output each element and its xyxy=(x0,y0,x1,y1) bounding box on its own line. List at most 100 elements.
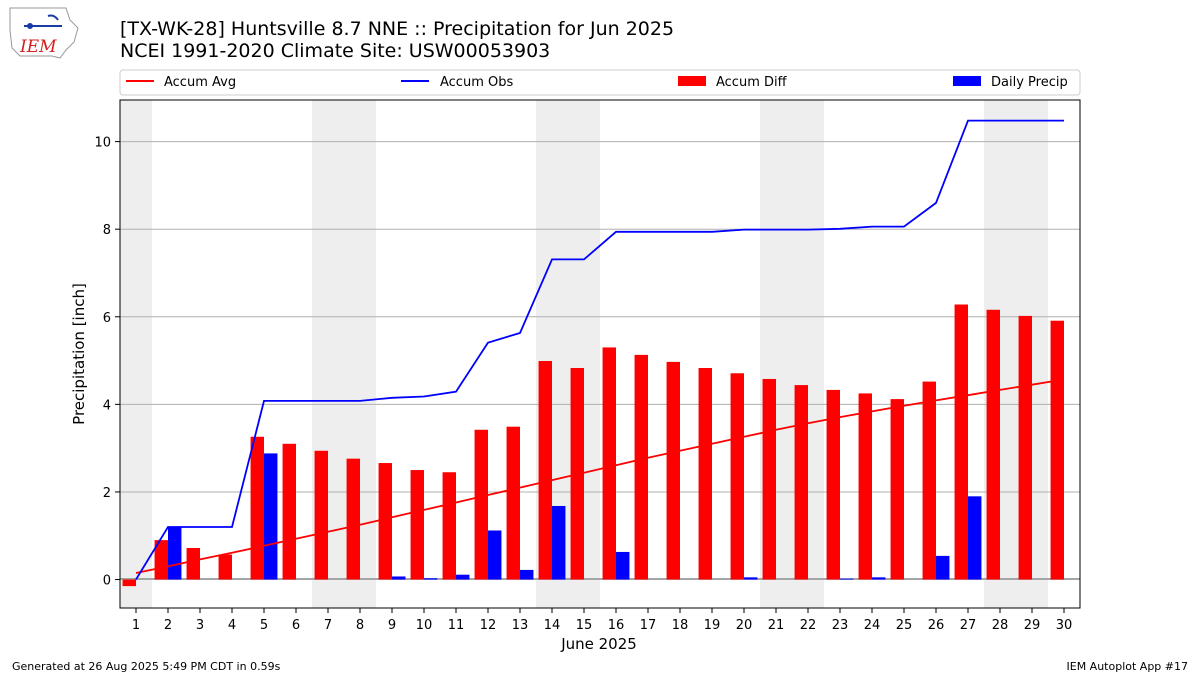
daily-precip-bar xyxy=(616,551,630,580)
accum-diff-bar xyxy=(506,426,520,580)
legend-item-accum-avg: Accum Avg xyxy=(126,75,236,90)
x-tick-label: 14 xyxy=(544,618,561,633)
y-tick-label: 10 xyxy=(94,136,111,151)
daily-precip-bar xyxy=(168,526,182,580)
y-tick-label: 4 xyxy=(103,398,111,413)
series-lines xyxy=(135,119,1065,580)
daily-precip-bar xyxy=(840,578,854,580)
accum-diff-bar xyxy=(186,548,200,580)
x-tick-label: 28 xyxy=(992,618,1009,633)
accum-diff-bar xyxy=(442,472,456,580)
legend: Accum Avg Accum Obs Accum Diff Daily Pre… xyxy=(119,69,1081,96)
x-tick-label: 21 xyxy=(768,618,785,633)
accum-diff-bar xyxy=(282,443,296,580)
x-axis-label: June 2025 xyxy=(560,635,637,653)
accum-diff-bar xyxy=(826,389,840,580)
gridlines xyxy=(120,141,1080,581)
legend-item-accum-diff: Accum Diff xyxy=(678,75,788,90)
accum-diff-bar xyxy=(858,393,872,580)
accum-diff-bar xyxy=(762,378,776,580)
x-tick-label: 30 xyxy=(1056,618,1073,633)
accum-diff-bar xyxy=(922,381,936,580)
x-tick-label: 3 xyxy=(196,618,204,633)
legend-label-accum-avg: Accum Avg xyxy=(164,75,236,90)
x-tick-label: 15 xyxy=(576,618,593,633)
chart-subtitle: NCEI 1991-2020 Climate Site: USW00053903 xyxy=(120,40,550,62)
accum-diff-bar xyxy=(378,463,392,580)
accum-diff-bar xyxy=(314,450,328,580)
accum-avg-line xyxy=(135,378,1065,574)
daily-precip-bar xyxy=(488,530,502,580)
y-axis-label: Precipitation [inch] xyxy=(70,283,88,425)
x-tick-label: 18 xyxy=(672,618,689,633)
accum-diff-bar xyxy=(666,361,680,580)
x-tick-label: 10 xyxy=(416,618,433,633)
daily-precip-bar xyxy=(872,577,886,580)
x-tick-label: 7 xyxy=(324,618,332,633)
y-tick-label: 2 xyxy=(103,486,111,501)
legend-label-accum-obs: Accum Obs xyxy=(440,75,513,90)
x-tick-label: 2 xyxy=(164,618,172,633)
y-tick-label: 0 xyxy=(103,574,111,589)
x-axis: 1 2 3 4 5 6 7 8 9 10 11 12 13 14 15 16 17 18 19 20 21 22 23 24 2… xyxy=(132,608,1072,633)
x-tick-label: 19 xyxy=(704,618,721,633)
daily-precip-bar xyxy=(424,578,438,580)
accum-diff-bar xyxy=(954,304,968,580)
legend-label-daily-precip: Daily Precip xyxy=(991,75,1068,90)
x-tick-label: 17 xyxy=(640,618,657,633)
x-tick-label: 12 xyxy=(480,618,497,633)
daily-precip-bar xyxy=(264,453,278,580)
accum-diff-bar xyxy=(602,347,616,580)
accum-diff-bar xyxy=(250,436,264,580)
weekend-band xyxy=(120,100,152,608)
accum-obs-line xyxy=(135,119,1064,580)
daily-precip-bar xyxy=(456,574,470,580)
accum-diff-bar xyxy=(218,554,232,580)
y-tick-label: 8 xyxy=(103,223,111,238)
daily-precip-bar xyxy=(552,505,566,580)
daily-precip-bar xyxy=(936,555,950,580)
daily-precip-bar xyxy=(744,577,758,580)
daily-precip-bar xyxy=(392,576,406,580)
accum-diff-bar xyxy=(986,309,1000,580)
x-tick-label: 29 xyxy=(1024,618,1041,633)
x-tick-label: 24 xyxy=(864,618,881,633)
x-tick-label: 13 xyxy=(512,618,529,633)
accum-diff-bar xyxy=(346,458,360,580)
x-tick-label: 8 xyxy=(356,618,364,633)
accum-diff-bar xyxy=(122,579,136,587)
daily-precip-bar xyxy=(520,569,534,580)
accum-diff-bar xyxy=(1018,315,1032,580)
accum-diff-bar xyxy=(794,385,808,580)
accum-diff-bar xyxy=(410,470,424,580)
footer-app: IEM Autoplot App #17 xyxy=(1067,660,1189,673)
daily-precip-bar xyxy=(968,496,982,580)
footer-generated: Generated at 26 Aug 2025 5:49 PM CDT in … xyxy=(12,660,281,673)
x-tick-label: 23 xyxy=(832,618,849,633)
accum-diff-bar xyxy=(730,373,744,580)
plot-frame xyxy=(119,99,1081,609)
accum-diff-bar xyxy=(538,361,552,580)
accum-diff-bar xyxy=(698,368,712,580)
x-tick-label: 25 xyxy=(896,618,913,633)
x-tick-label: 22 xyxy=(800,618,817,633)
logo-text: IEM xyxy=(19,37,57,57)
legend-item-daily-precip: Daily Precip xyxy=(953,75,1068,90)
x-tick-label: 6 xyxy=(292,618,300,633)
x-tick-label: 16 xyxy=(608,618,625,633)
accum-diff-bar xyxy=(154,540,168,580)
x-tick-label: 1 xyxy=(132,618,140,633)
x-tick-label: 9 xyxy=(388,618,396,633)
accum-diff-bar xyxy=(1050,320,1064,580)
x-tick-label: 5 xyxy=(260,618,268,633)
x-tick-label: 27 xyxy=(960,618,977,633)
iem-logo: IEM xyxy=(9,7,79,59)
accum-diff-bar xyxy=(890,399,904,580)
bars xyxy=(122,304,1064,587)
accum-diff-bar xyxy=(474,429,488,580)
x-tick-label: 4 xyxy=(228,618,236,633)
legend-label-accum-diff: Accum Diff xyxy=(716,75,788,90)
y-axis: 0 2 4 6 8 10 xyxy=(94,136,120,589)
chart-title: [TX-WK-28] Huntsville 8.7 NNE :: Precipi… xyxy=(120,18,674,40)
